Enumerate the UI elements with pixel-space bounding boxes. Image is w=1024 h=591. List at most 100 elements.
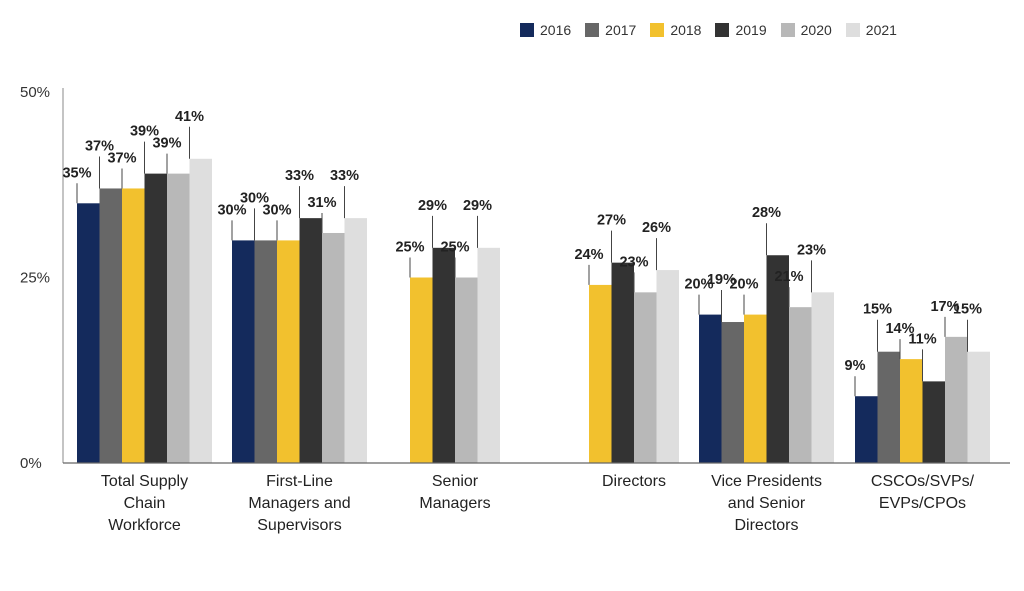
category-label: EVPs/CPOs: [879, 495, 966, 512]
category-label: CSCOs/SVPs/: [871, 473, 975, 490]
bar: [877, 351, 900, 463]
bar: [789, 307, 812, 463]
legend-item: 2019: [715, 22, 767, 38]
bar: [589, 284, 612, 463]
category-label: First-Line: [266, 473, 333, 490]
bar: [900, 359, 923, 463]
legend-item: 2018: [650, 22, 701, 38]
category-label: Directors: [734, 517, 798, 534]
y-tick-label: 25%: [20, 270, 50, 287]
legend-label: 2017: [605, 22, 637, 38]
chart-legend: 2016 2017 2018 2019 2020 2021: [520, 20, 897, 40]
category-label: Supervisors: [257, 517, 341, 534]
bar: [254, 240, 277, 463]
data-label: 27%: [597, 213, 626, 229]
data-label: 26%: [642, 220, 671, 236]
data-label: 15%: [863, 302, 892, 318]
data-label: 41%: [175, 109, 204, 125]
bar: [634, 292, 657, 463]
data-label: 17%: [930, 299, 959, 315]
legend-swatch: [715, 23, 730, 37]
bar: [122, 188, 145, 463]
category-label: Total Supply: [101, 473, 188, 490]
legend-swatch: [585, 23, 600, 37]
bar: [189, 158, 212, 463]
data-label: 21%: [774, 269, 803, 285]
bar: [99, 188, 122, 463]
category-label: Managers: [419, 495, 490, 512]
bar: [455, 277, 478, 463]
bar: [432, 247, 455, 463]
legend-item: 2020: [780, 22, 832, 38]
bar: [277, 240, 300, 463]
bar: [967, 351, 990, 463]
data-label: 33%: [330, 168, 359, 184]
y-tick-label: 50%: [20, 84, 50, 101]
data-label: 31%: [307, 195, 336, 211]
bar: [811, 292, 834, 463]
data-label: 30%: [217, 202, 246, 218]
data-label: 39%: [152, 136, 181, 152]
legend-item: 2017: [585, 22, 636, 38]
legend-item: 2016: [520, 22, 571, 38]
bar: [922, 381, 945, 463]
data-label: 20%: [684, 277, 713, 293]
bar: [299, 218, 322, 463]
category-label: Managers and: [248, 495, 350, 512]
bar: [477, 247, 500, 463]
data-label: 29%: [418, 198, 447, 214]
legend-label: 2019: [735, 22, 767, 38]
bar: [611, 262, 634, 463]
bar: [766, 255, 789, 463]
bar: [322, 232, 345, 463]
bar: [144, 173, 167, 463]
data-label: 39%: [130, 124, 159, 140]
bar: [167, 173, 190, 463]
data-label: 25%: [395, 240, 424, 256]
legend-swatch: [845, 23, 860, 37]
category-label: Chain: [124, 495, 166, 512]
bar: [699, 314, 722, 463]
data-label: 9%: [845, 358, 866, 374]
category-label: Directors: [602, 473, 666, 490]
data-label: 15%: [953, 302, 982, 318]
data-label: 37%: [85, 138, 114, 154]
data-label: 20%: [729, 277, 758, 293]
legend-swatch: [650, 23, 665, 37]
bar: [410, 277, 433, 463]
bar: [945, 336, 968, 463]
data-label: 25%: [440, 240, 469, 256]
bar: [721, 322, 744, 463]
bar: [656, 270, 679, 463]
legend-label: 2018: [670, 22, 702, 38]
data-label: 33%: [285, 168, 314, 184]
category-label: and Senior: [728, 495, 806, 512]
bar: [344, 218, 367, 463]
data-label: 14%: [885, 321, 914, 337]
data-label: 28%: [752, 205, 781, 221]
data-label: 30%: [240, 190, 269, 206]
bar: [744, 314, 767, 463]
data-label: 19%: [707, 272, 736, 288]
bar: [77, 203, 100, 464]
data-label: 11%: [908, 331, 936, 347]
data-label: 23%: [797, 242, 826, 258]
category-label: Senior: [432, 473, 479, 490]
data-label: 23%: [619, 254, 648, 270]
legend-item: 2021: [845, 22, 897, 38]
legend-swatch: [520, 23, 534, 37]
data-label: 37%: [107, 150, 136, 166]
category-label: Workforce: [108, 517, 181, 534]
data-label: 29%: [463, 198, 492, 214]
legend-label: 2020: [800, 22, 832, 38]
category-label: Vice Presidents: [711, 473, 822, 490]
bar: [232, 240, 255, 463]
data-label: 30%: [262, 202, 291, 218]
data-label: 35%: [62, 165, 91, 181]
data-label: 24%: [574, 247, 603, 263]
bar: [855, 396, 878, 463]
legend-label: 2021: [865, 22, 897, 38]
legend-label: 2016: [540, 22, 572, 38]
legend-swatch: [780, 23, 795, 37]
